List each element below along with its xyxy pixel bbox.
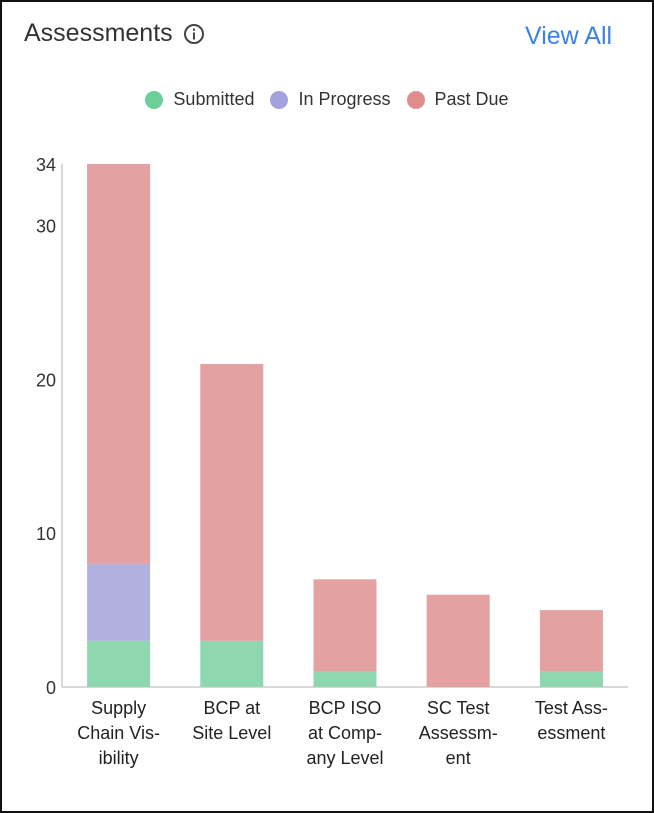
x-tick-label: Site Level — [192, 723, 271, 743]
bar-segment-past-due[interactable] — [426, 594, 490, 687]
legend-label: In Progress — [298, 89, 391, 109]
x-tick-label: SC Test — [427, 698, 490, 718]
legend-swatch — [270, 90, 289, 109]
bar-segment-submitted[interactable] — [87, 640, 151, 687]
x-tick-label: essment — [537, 723, 605, 743]
legend-label: Past Due — [434, 89, 509, 109]
bar-segment-submitted[interactable] — [200, 640, 264, 687]
legend-swatch — [145, 90, 164, 109]
x-tick-label: Test Ass- — [535, 698, 608, 718]
x-tick-label: at Comp- — [308, 723, 382, 743]
legend-item-submitted[interactable]: Submitted — [145, 89, 254, 110]
legend-item-in-progress[interactable]: In Progress — [270, 89, 391, 110]
info-icon[interactable] — [183, 23, 205, 45]
bar-segment-past-due[interactable] — [200, 363, 264, 641]
card-header: Assessments — [24, 19, 205, 48]
x-tick-label: ibility — [99, 748, 139, 768]
view-all-link[interactable]: View All — [525, 22, 613, 50]
bar-segment-submitted[interactable] — [539, 671, 603, 687]
x-tick-label: any Level — [306, 748, 383, 768]
card-title: Assessments — [24, 19, 173, 47]
y-tick-label: 10 — [36, 524, 56, 544]
y-tick-label: 0 — [46, 678, 56, 698]
x-tick-label: Supply — [91, 698, 146, 718]
legend-item-past-due[interactable]: Past Due — [406, 89, 509, 110]
y-tick-label: 34 — [36, 155, 56, 175]
bar-segment-past-due[interactable] — [313, 579, 377, 672]
bar-segment-submitted[interactable] — [313, 671, 377, 687]
y-tick-label: 30 — [36, 217, 56, 237]
x-tick-label: BCP at — [203, 698, 260, 718]
x-tick-label: ent — [446, 748, 471, 768]
x-tick-label: BCP ISO — [309, 698, 382, 718]
chart-legend: Submitted In Progress Past Due — [0, 89, 654, 110]
legend-swatch — [406, 90, 425, 109]
x-tick-label: Assessm- — [419, 723, 498, 743]
y-tick-label: 20 — [36, 370, 56, 390]
bar-segment-past-due[interactable] — [539, 610, 603, 672]
legend-label: Submitted — [173, 89, 255, 109]
x-tick-label: Chain Vis- — [77, 723, 160, 743]
bar-segment-in-progress[interactable] — [87, 563, 151, 641]
bar-segment-past-due[interactable] — [87, 164, 151, 564]
